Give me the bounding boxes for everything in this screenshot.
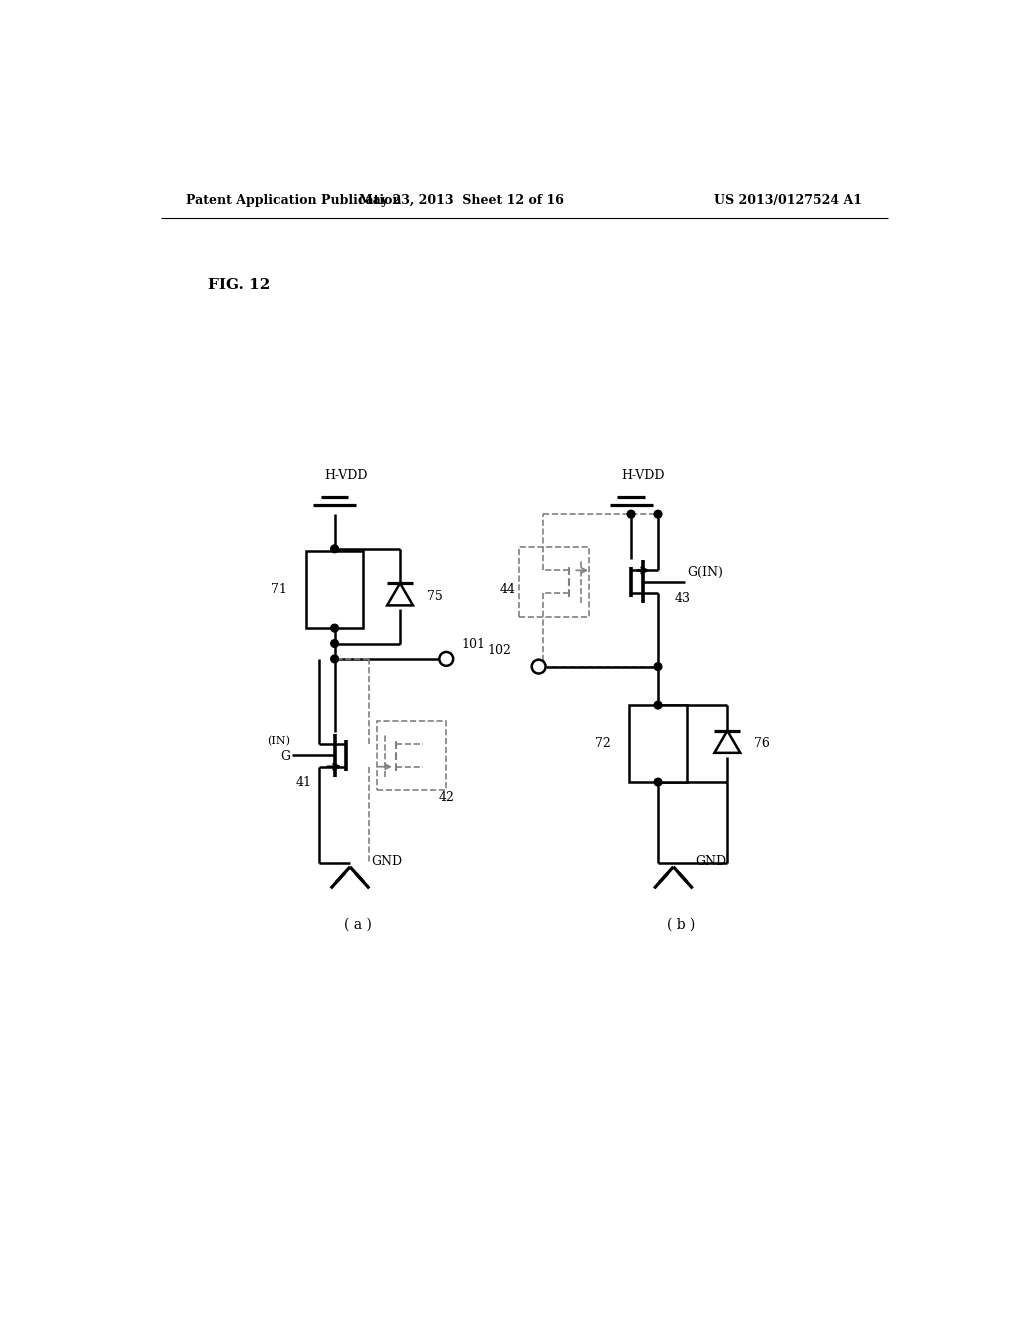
Circle shape [331, 624, 339, 632]
Text: FIG. 12: FIG. 12 [208, 279, 269, 293]
Circle shape [531, 660, 546, 673]
Text: 42: 42 [438, 791, 455, 804]
Text: 72: 72 [595, 737, 610, 750]
Bar [306, 552, 364, 628]
Circle shape [654, 701, 662, 709]
Bar [629, 705, 687, 781]
Text: GND: GND [695, 855, 726, 869]
Circle shape [331, 655, 339, 663]
Text: 43: 43 [675, 593, 691, 606]
Text: 44: 44 [500, 583, 515, 597]
Circle shape [331, 640, 339, 647]
Bar [377, 721, 446, 789]
Text: 75: 75 [427, 590, 442, 603]
Circle shape [654, 779, 662, 785]
Text: ( b ): ( b ) [667, 917, 695, 932]
Text: (IN): (IN) [267, 737, 290, 746]
Text: ( a ): ( a ) [344, 917, 372, 932]
Text: 76: 76 [755, 737, 770, 750]
Text: G(IN): G(IN) [687, 566, 723, 579]
Text: GND: GND [372, 855, 402, 869]
Circle shape [331, 545, 339, 553]
Text: US 2013/0127524 A1: US 2013/0127524 A1 [714, 194, 862, 207]
Circle shape [654, 663, 662, 671]
Text: 41: 41 [296, 776, 312, 788]
Circle shape [628, 511, 635, 517]
Text: 101: 101 [462, 638, 485, 651]
Polygon shape [715, 731, 740, 752]
Text: May 23, 2013  Sheet 12 of 16: May 23, 2013 Sheet 12 of 16 [359, 194, 564, 207]
Circle shape [654, 511, 662, 517]
Text: H-VDD: H-VDD [325, 469, 368, 482]
Text: 102: 102 [487, 644, 512, 657]
Text: Patent Application Publication: Patent Application Publication [186, 194, 401, 207]
Text: H-VDD: H-VDD [621, 469, 665, 482]
Text: G: G [280, 750, 290, 763]
Polygon shape [387, 583, 413, 606]
Circle shape [439, 652, 454, 665]
Text: 71: 71 [271, 583, 287, 597]
Bar [519, 548, 589, 616]
